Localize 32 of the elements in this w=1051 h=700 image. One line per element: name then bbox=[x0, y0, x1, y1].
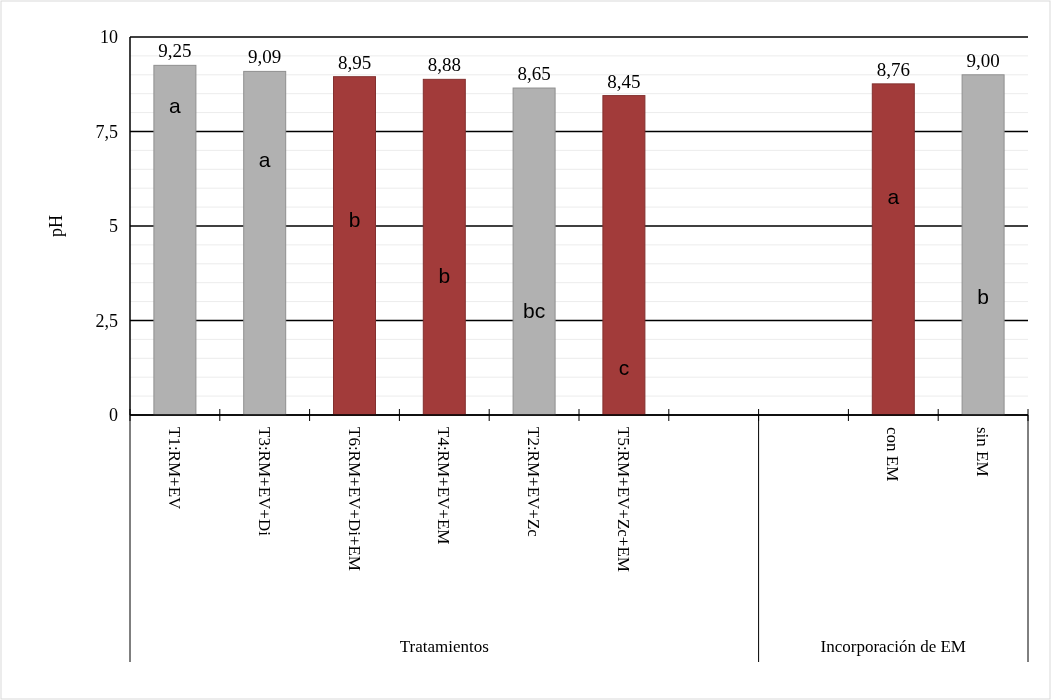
data-label: 8,45 bbox=[607, 70, 641, 92]
text: Incorporación de EM bbox=[820, 637, 966, 656]
data-label: 8,65 bbox=[517, 63, 551, 85]
x-tick-label: T1:RM+EV bbox=[164, 427, 184, 511]
data-label: 9,00 bbox=[966, 49, 1000, 71]
x-tick-label: T4:RM+EV+EM bbox=[434, 427, 454, 545]
annotation: b bbox=[977, 285, 989, 309]
x-tick-label: T5:RM+EV+Zc+EM bbox=[613, 427, 633, 572]
y-tick-label: 2,5 bbox=[95, 310, 118, 331]
data-label: 9,09 bbox=[248, 46, 282, 68]
y-tick-label: 5 bbox=[109, 216, 118, 237]
y-tick-label: 10 bbox=[100, 27, 118, 48]
annotation: c bbox=[618, 356, 630, 380]
y-tick-label: 0 bbox=[109, 405, 118, 426]
data-label: 8,95 bbox=[337, 51, 372, 73]
annotation: a bbox=[169, 94, 182, 118]
annotation: a bbox=[887, 185, 900, 209]
annotation: a bbox=[258, 148, 271, 172]
data-label: 8,76 bbox=[876, 58, 910, 80]
x-tick-label: con EM bbox=[883, 427, 903, 482]
data-label: 9,25 bbox=[158, 40, 192, 62]
y-axis-title: pH bbox=[46, 215, 66, 237]
annotation: b bbox=[438, 264, 451, 288]
x-tick-label: T6:RM+EV+Di+EM bbox=[344, 427, 364, 571]
annotation: b bbox=[348, 208, 361, 232]
annotation: bc bbox=[523, 299, 546, 323]
x-tick-label: T2:RM+EV+Zc bbox=[524, 427, 544, 538]
x-tick-label: sin EM bbox=[973, 427, 993, 477]
y-tick-label: 7,5 bbox=[95, 121, 118, 142]
x-tick-label: T3:RM+EV+Di bbox=[254, 427, 274, 537]
text: Tratamientos bbox=[399, 637, 489, 656]
data-label: 8,88 bbox=[427, 54, 461, 76]
